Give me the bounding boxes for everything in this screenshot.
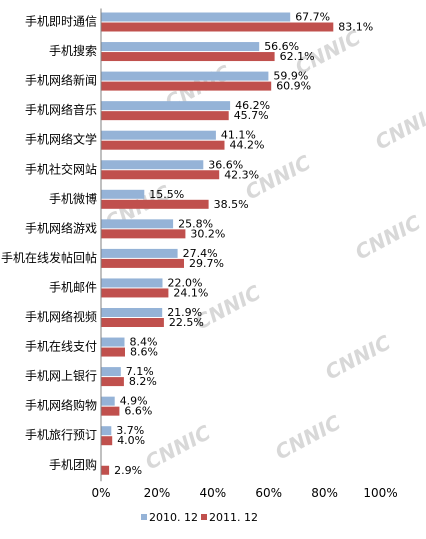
bar-2010	[101, 219, 174, 229]
bar-2010	[101, 248, 178, 258]
data-label: 56.6%	[264, 40, 299, 53]
data-label: 8.6%	[130, 346, 158, 359]
category-label: 手机网上银行	[25, 369, 97, 383]
bar-2010	[101, 42, 260, 52]
x-tick-label: 20%	[144, 486, 171, 500]
bar-2010	[101, 396, 115, 406]
data-label: 60.9%	[276, 80, 311, 93]
data-label: 46.2%	[235, 99, 270, 112]
category-label: 手机在线支付	[25, 340, 97, 354]
bar-2010	[101, 337, 125, 347]
category-label: 手机搜索	[49, 43, 97, 58]
legend-label: 2011. 12	[209, 511, 258, 524]
bar-2011	[101, 288, 169, 298]
bar-2011	[101, 436, 113, 446]
bar-2011	[101, 229, 186, 239]
data-label: 7.1%	[126, 365, 154, 378]
x-tick-label: 0%	[91, 486, 110, 500]
watermark-text: CNNIC	[271, 410, 345, 464]
category-label: 手机网络音乐	[25, 102, 97, 117]
data-label: 44.2%	[230, 139, 265, 152]
bar-2011	[101, 377, 124, 387]
category-label: 手机在线发帖回帖	[1, 250, 97, 265]
data-label: 2.9%	[114, 464, 142, 477]
bar-2011	[101, 258, 184, 268]
data-label: 59.9%	[273, 70, 308, 83]
data-label: 36.6%	[208, 158, 243, 171]
bar-2011	[101, 465, 110, 475]
legend-label: 2010. 12	[149, 511, 198, 524]
data-label: 83.1%	[338, 21, 373, 34]
x-tick-label: 100%	[363, 486, 397, 500]
data-label: 45.7%	[234, 109, 269, 122]
bar-2010	[101, 130, 216, 140]
watermark-text: CNNIC	[321, 330, 395, 384]
legend-swatch	[201, 514, 207, 520]
data-label: 22.0%	[168, 276, 203, 289]
bar-2011	[101, 52, 275, 62]
watermark-text: CNNIC	[371, 100, 426, 154]
category-label: 手机网络购物	[25, 398, 97, 413]
category-label: 手机网络视频	[25, 309, 97, 324]
category-label: 手机网络文学	[25, 132, 97, 147]
data-label: 8.2%	[129, 375, 157, 388]
category-label: 手机微博	[49, 191, 97, 206]
bar-2010	[101, 367, 121, 377]
bar-2011	[101, 81, 272, 91]
bar-2011	[101, 199, 209, 209]
category-label: 手机网络新闻	[25, 73, 97, 88]
data-label: 24.1%	[173, 286, 208, 299]
data-label: 25.8%	[178, 217, 213, 230]
bars-layer	[101, 12, 334, 475]
bar-2010	[101, 278, 163, 288]
x-tick-label: 40%	[199, 486, 226, 500]
x-tick-label: 80%	[311, 486, 338, 500]
data-label: 67.7%	[295, 11, 330, 24]
bar-2010	[101, 101, 231, 111]
data-label: 38.5%	[214, 198, 249, 211]
x-tick-label: 60%	[255, 486, 282, 500]
legend: 2010. 12 2011. 12	[141, 511, 258, 524]
category-label: 手机社交网站	[25, 161, 97, 176]
data-label: 21.9%	[167, 306, 202, 319]
data-label: 6.6%	[124, 405, 152, 418]
category-label: 手机即时通信	[25, 15, 97, 29]
data-label: 3.7%	[116, 424, 144, 437]
bar-2011	[101, 406, 120, 416]
category-label: 手机网络游戏	[25, 220, 97, 235]
bar-2010	[101, 189, 145, 199]
category-labels: 手机即时通信手机搜索手机网络新闻手机网络音乐手机网络文学手机社交网站手机微博手机…	[1, 15, 97, 472]
bar-2010	[101, 426, 112, 436]
bar-2010	[101, 160, 204, 170]
bar-2010	[101, 71, 269, 81]
data-label: 8.4%	[130, 336, 158, 349]
data-label: 30.2%	[190, 227, 225, 240]
watermark-text: CNNIC	[351, 210, 425, 264]
bar-2010	[101, 12, 291, 22]
legend-swatch	[141, 514, 147, 520]
bar-2010	[101, 308, 163, 317]
data-label: 22.5%	[169, 316, 204, 329]
data-label: 27.4%	[183, 247, 218, 260]
bar-2011	[101, 140, 225, 150]
watermark-text: CNNIC	[141, 420, 215, 474]
bar-2011	[101, 318, 164, 327]
bar-2011	[101, 347, 125, 357]
category-label: 手机邮件	[49, 280, 97, 294]
bar-2011	[101, 170, 220, 180]
data-label: 4.0%	[117, 434, 145, 447]
bar-2011	[101, 22, 334, 32]
bar-2011	[101, 111, 229, 121]
data-label: 15.5%	[149, 188, 184, 201]
data-label: 29.7%	[189, 257, 224, 270]
x-axis-ticks: 0% 20% 40% 60% 80% 100%	[91, 486, 397, 500]
data-label: 62.1%	[280, 50, 315, 63]
category-label: 手机旅行预订	[25, 428, 97, 442]
value-labels: 67.7% 83.1% 56.6%62.1% 59.9%60.9% 46.2%45.7%…	[114, 11, 373, 477]
data-label: 42.3%	[224, 168, 259, 181]
data-label: 4.9%	[120, 395, 148, 408]
category-label: 手机团购	[49, 457, 97, 472]
data-label: 41.1%	[221, 129, 256, 142]
